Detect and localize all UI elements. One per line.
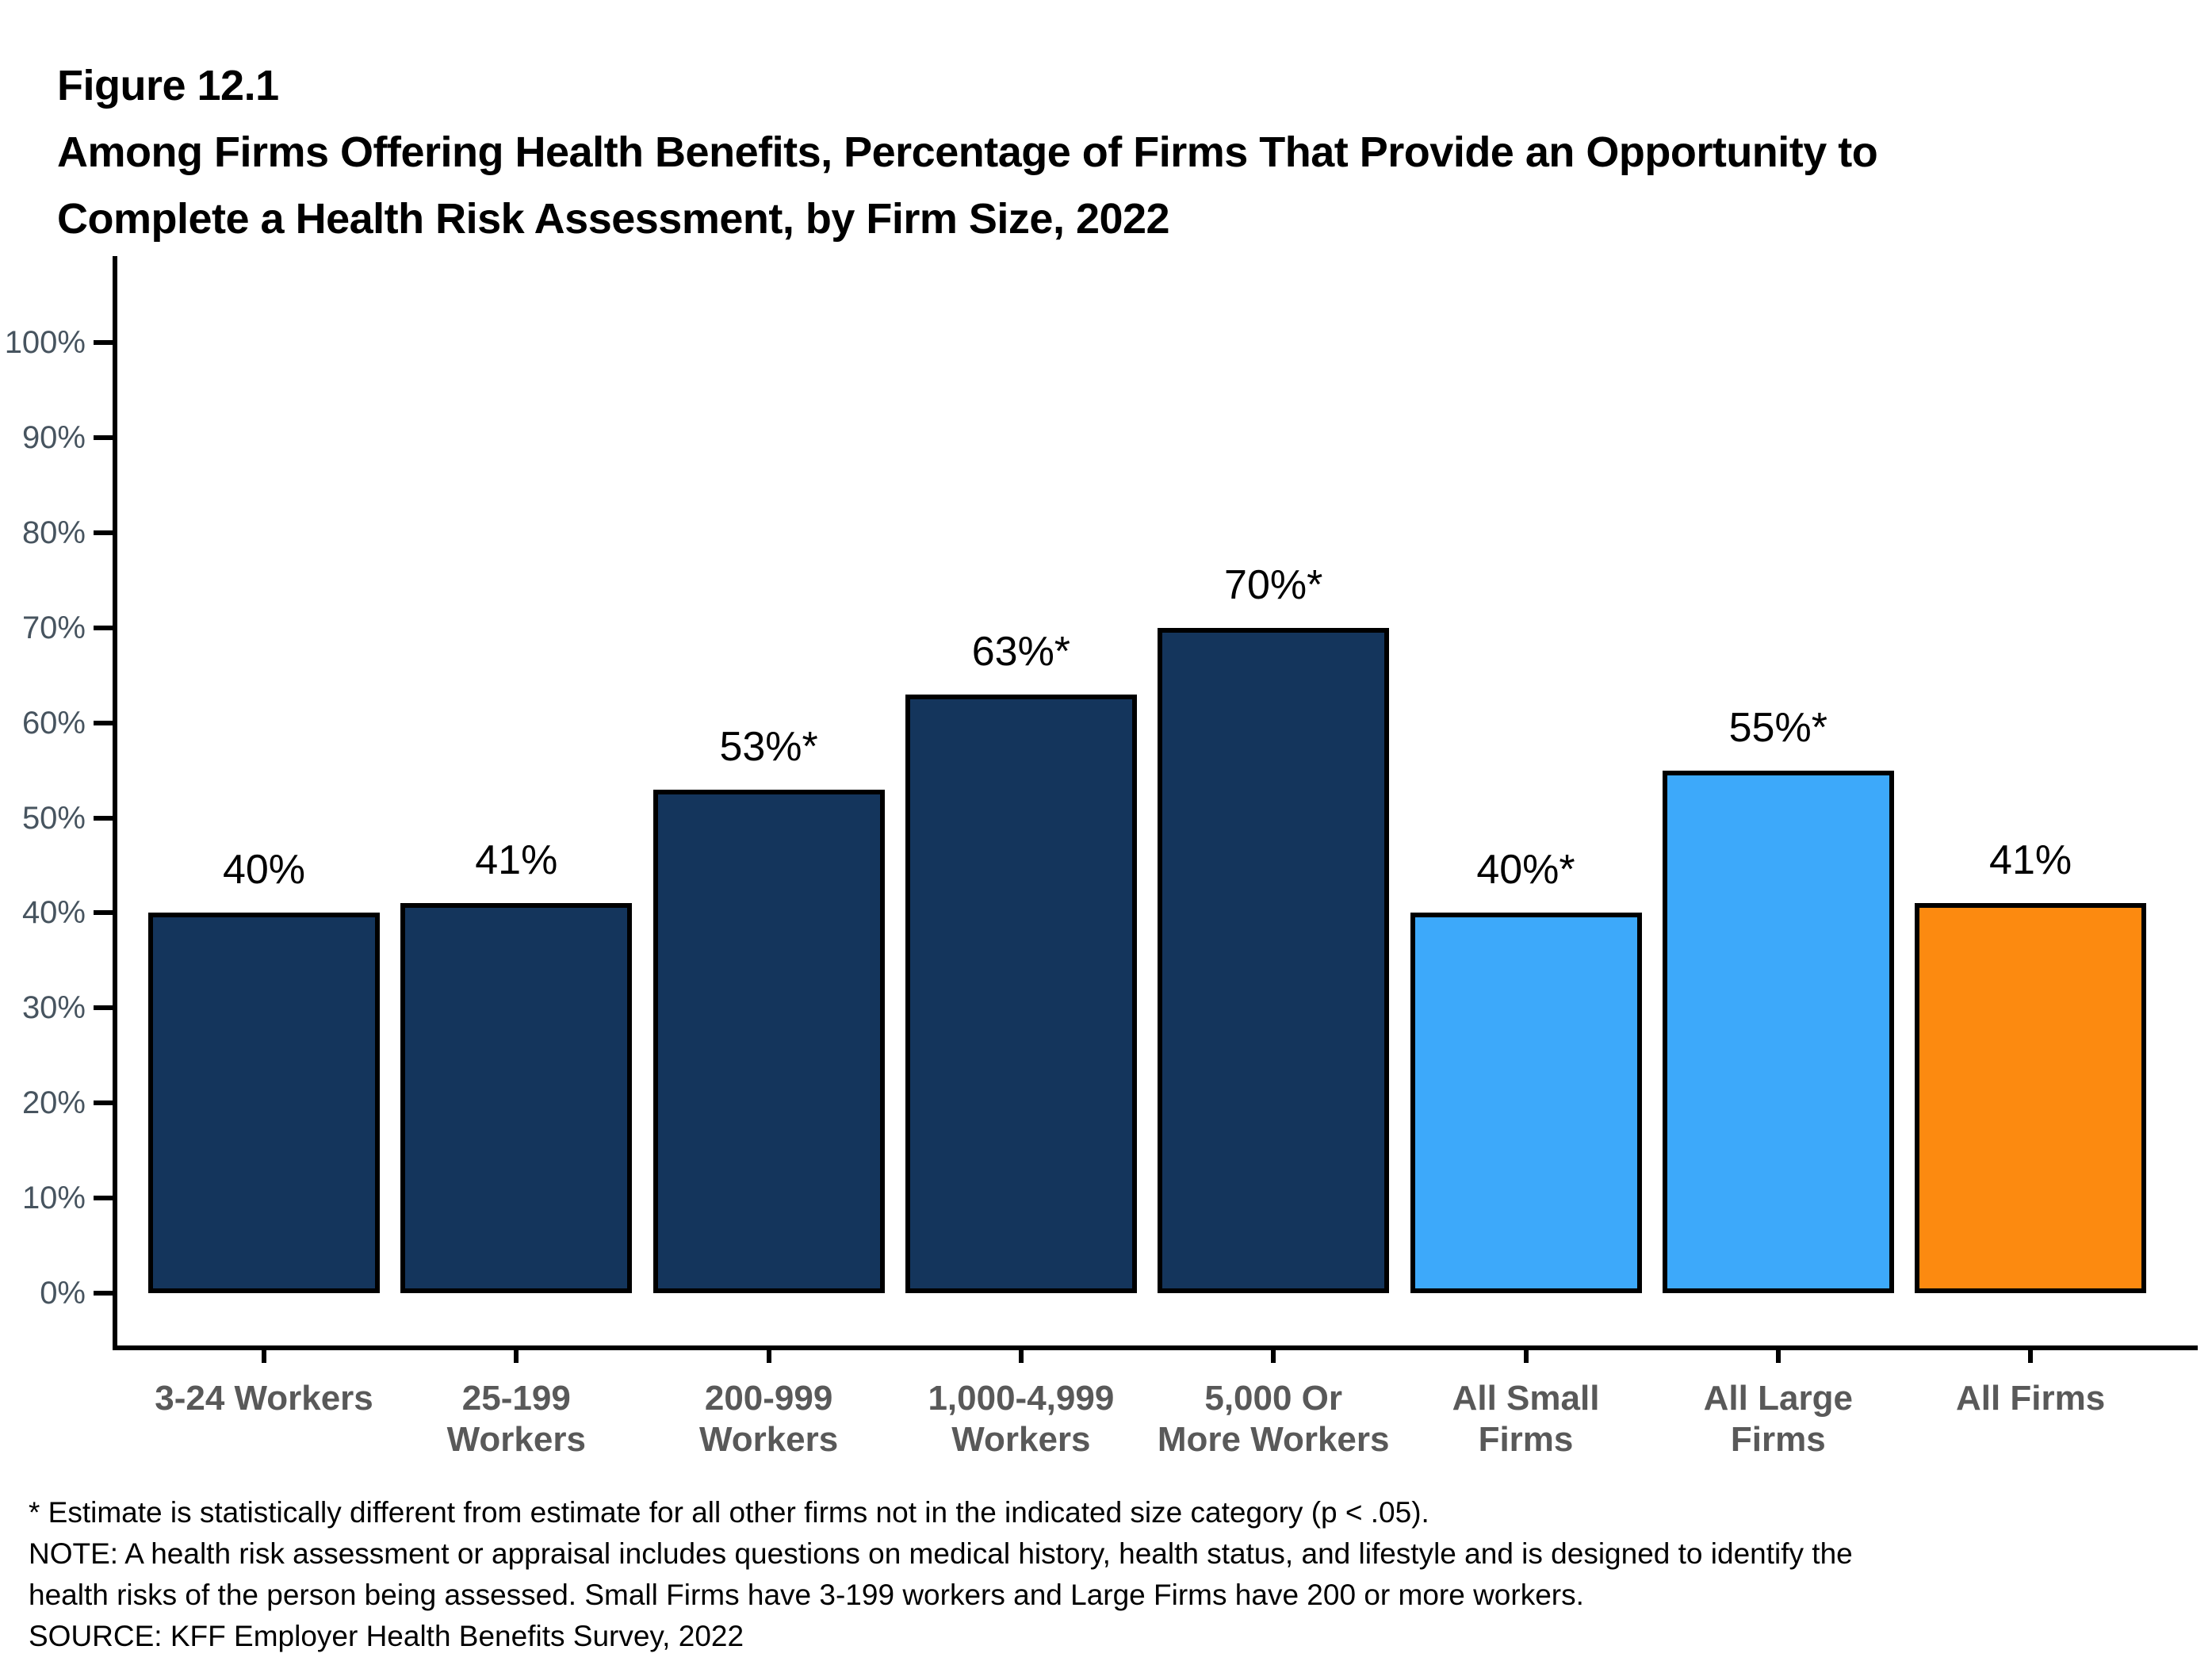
bar-2	[400, 903, 633, 1293]
y-tick	[94, 340, 114, 345]
x-axis-label: All Firms	[1955, 1379, 2106, 1418]
figure-title-line1: Among Firms Offering Health Benefits, Pe…	[57, 128, 1878, 176]
x-axis-line	[113, 1345, 2198, 1350]
bar-value-label: 41%	[475, 837, 558, 884]
y-tick	[94, 1100, 114, 1106]
y-tick	[94, 815, 114, 821]
bar-value-label: 53%*	[719, 723, 818, 770]
bar-value-label: 55%*	[1728, 704, 1827, 751]
y-tick-label: 70%	[21, 610, 86, 645]
bar-value-label: 40%*	[1476, 847, 1575, 894]
bar-7	[1662, 770, 1894, 1293]
x-axis-label: 3-24 Workers	[155, 1379, 373, 1418]
figure-number: Figure 12.1	[57, 62, 279, 109]
y-tick-label: 20%	[21, 1085, 86, 1121]
x-axis-label: 25-199 Workers	[446, 1379, 586, 1459]
x-tick	[1775, 1350, 1781, 1363]
y-tick	[94, 530, 114, 535]
bar-1	[148, 913, 380, 1293]
bar-value-label: 70%*	[1224, 561, 1323, 608]
bar-value-label: 40%	[222, 847, 306, 894]
y-tick	[94, 1005, 114, 1011]
y-tick-label: 60%	[21, 705, 86, 741]
y-tick-label: 50%	[21, 800, 86, 836]
bar-3	[653, 789, 885, 1293]
bar-6	[1410, 913, 1642, 1293]
y-tick	[94, 720, 114, 725]
y-tick-label: 0%	[40, 1276, 86, 1311]
bar-8	[1915, 903, 2147, 1293]
y-tick	[94, 910, 114, 916]
x-axis-label: 200-999 Workers	[698, 1379, 839, 1459]
bar-4	[905, 694, 1137, 1293]
footnote-source: SOURCE: KFF Employer Health Benefits Sur…	[29, 1620, 744, 1652]
x-axis-label: All Small Firms	[1452, 1379, 1600, 1459]
x-axis-label: 1,000-4,999 Workers	[928, 1379, 1115, 1459]
x-tick	[2028, 1350, 2034, 1363]
y-tick-label: 10%	[21, 1181, 86, 1216]
x-tick	[1523, 1350, 1529, 1363]
y-tick	[94, 625, 114, 630]
figure-title-line2: Complete a Health Risk Assessment, by Fi…	[57, 195, 1170, 243]
footnote-note-line2: health risks of the person being assesse…	[29, 1579, 1584, 1611]
x-tick	[262, 1350, 266, 1363]
x-axis-label: 5,000 Or More Workers	[1157, 1379, 1390, 1459]
x-tick	[1018, 1350, 1024, 1363]
footnote-note-line1: NOTE: A health risk assessment or apprai…	[29, 1537, 1853, 1570]
bar-value-label: 41%	[1989, 837, 2072, 884]
footnote-asterisk: * Estimate is statistically different fr…	[29, 1496, 1429, 1529]
x-tick	[1271, 1350, 1276, 1363]
y-tick	[94, 434, 114, 440]
bar-value-label: 63%*	[971, 628, 1071, 675]
x-tick	[766, 1350, 771, 1363]
y-tick	[94, 1196, 114, 1201]
y-tick-label: 90%	[21, 419, 86, 455]
y-axis-line	[113, 256, 117, 1350]
x-axis-label: All Large Firms	[1703, 1379, 1853, 1459]
y-tick	[94, 1291, 114, 1296]
title-block: Figure 12.1 Among Firms Offering Health …	[57, 52, 1878, 252]
x-tick	[514, 1350, 519, 1363]
y-tick-label: 40%	[21, 895, 86, 931]
y-tick-label: 100%	[4, 325, 86, 360]
y-tick-label: 80%	[21, 515, 86, 550]
y-tick-label: 30%	[21, 990, 86, 1026]
bar-5	[1158, 627, 1390, 1293]
footnotes: * Estimate is statistically different fr…	[29, 1492, 1853, 1657]
